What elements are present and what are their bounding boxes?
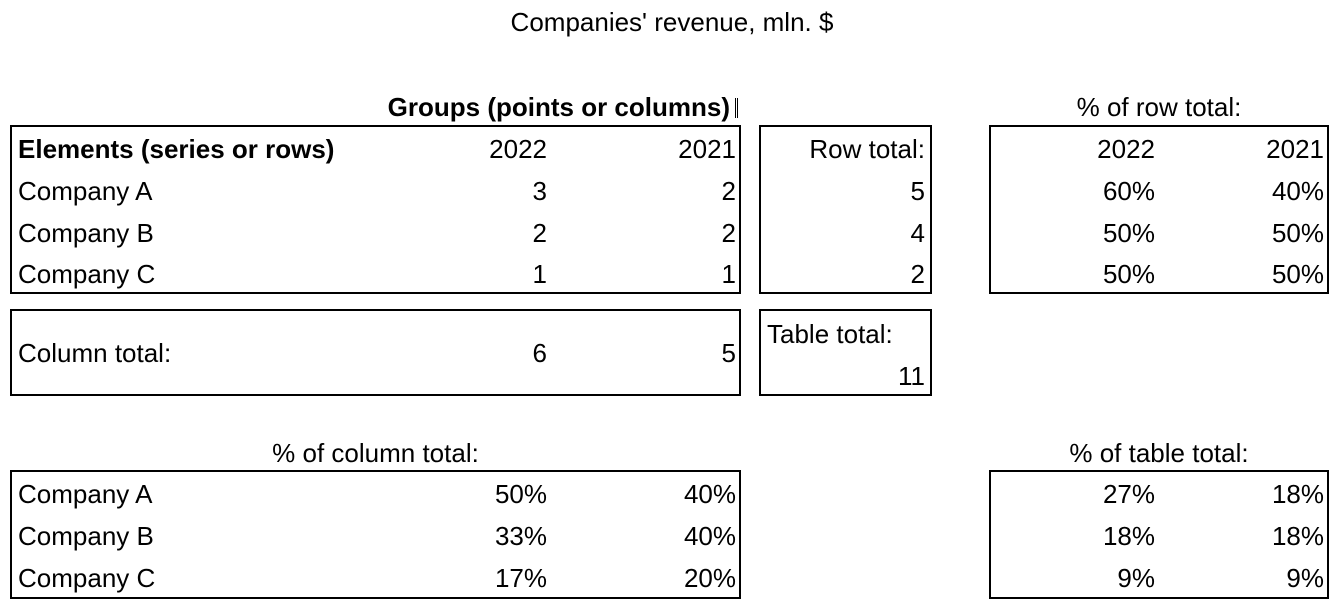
pct-row-year-2021: 2021 bbox=[1266, 134, 1324, 164]
pct-col-table: Company A 50% 40% Company B 33% 40% Comp… bbox=[10, 470, 741, 599]
pct-row-c-2022: 50% bbox=[1102, 259, 1155, 289]
pct-table-table: 27% 18% 18% 18% 9% 9% bbox=[989, 470, 1329, 599]
row-total-a: 5 bbox=[910, 176, 925, 206]
pct-table-a-2021: 18% bbox=[1271, 479, 1324, 509]
pct-col-c-2021: 20% bbox=[683, 563, 736, 593]
cell-a-2021: 2 bbox=[721, 176, 736, 206]
pct-table-title: % of table total: bbox=[1069, 438, 1249, 468]
header-year-2022: 2022 bbox=[489, 134, 547, 164]
header-year-2021: 2021 bbox=[678, 134, 736, 164]
pct-col-label-company-b: Company B bbox=[18, 521, 154, 551]
row-total-label: Row total: bbox=[809, 134, 925, 164]
cell-c-2022: 1 bbox=[532, 259, 547, 289]
row-label-company-c: Company C bbox=[18, 259, 156, 289]
pct-col-label-company-a: Company A bbox=[18, 479, 153, 509]
pct-row-year-2022: 2022 bbox=[1097, 134, 1155, 164]
table-total-value: 11 bbox=[898, 361, 925, 391]
groups-header: Groups (points or columns) bbox=[387, 92, 730, 122]
pct-col-a-2021: 40% bbox=[683, 479, 736, 509]
pct-row-b-2022: 50% bbox=[1102, 218, 1155, 248]
row-total-b: 4 bbox=[910, 218, 925, 248]
pct-row-title: % of row total: bbox=[1076, 92, 1242, 122]
pct-col-b-2021: 40% bbox=[683, 521, 736, 551]
pct-row-a-2021: 40% bbox=[1271, 176, 1324, 206]
row-total-table: Row total: 5 4 2 bbox=[759, 125, 932, 294]
column-total-2021: 5 bbox=[721, 338, 736, 368]
cell-b-2021: 2 bbox=[721, 218, 736, 248]
pct-col-a-2022: 50% bbox=[494, 479, 547, 509]
pct-table-b-2022: 18% bbox=[1102, 521, 1155, 551]
elements-header: Elements (series or rows) bbox=[18, 134, 335, 164]
pct-table-c-2022: 9% bbox=[1117, 563, 1155, 593]
column-total-2022: 6 bbox=[532, 338, 547, 368]
pct-table-a-2022: 27% bbox=[1102, 479, 1155, 509]
column-total-table: Column total: 6 5 bbox=[10, 309, 741, 396]
pct-col-label-company-c: Company C bbox=[18, 563, 156, 593]
header-cell-separator bbox=[735, 98, 738, 118]
pct-table-b-2021: 18% bbox=[1271, 521, 1324, 551]
cell-b-2022: 2 bbox=[532, 218, 547, 248]
pct-col-title: % of column total: bbox=[272, 438, 479, 468]
pct-row-b-2021: 50% bbox=[1271, 218, 1324, 248]
column-total-label: Column total: bbox=[18, 338, 172, 368]
row-label-company-b: Company B bbox=[18, 218, 154, 248]
row-total-c: 2 bbox=[910, 259, 925, 289]
pct-row-a-2022: 60% bbox=[1102, 176, 1155, 206]
pct-col-c-2022: 17% bbox=[494, 563, 547, 593]
table-total-label: Table total: bbox=[767, 319, 893, 349]
pct-row-table: 2022 2021 60% 40% 50% 50% 50% 50% bbox=[989, 125, 1329, 294]
table-total-table: Table total: 11 bbox=[759, 309, 932, 396]
pct-col-b-2022: 33% bbox=[494, 521, 547, 551]
cell-a-2022: 3 bbox=[532, 176, 547, 206]
page-title: Companies' revenue, mln. $ bbox=[510, 7, 834, 37]
pct-table-c-2021: 9% bbox=[1286, 563, 1324, 593]
cell-c-2021: 1 bbox=[721, 259, 736, 289]
row-label-company-a: Company A bbox=[18, 176, 153, 206]
main-data-table: Elements (series or rows) 2022 2021 Comp… bbox=[10, 125, 741, 294]
pct-row-c-2021: 50% bbox=[1271, 259, 1324, 289]
